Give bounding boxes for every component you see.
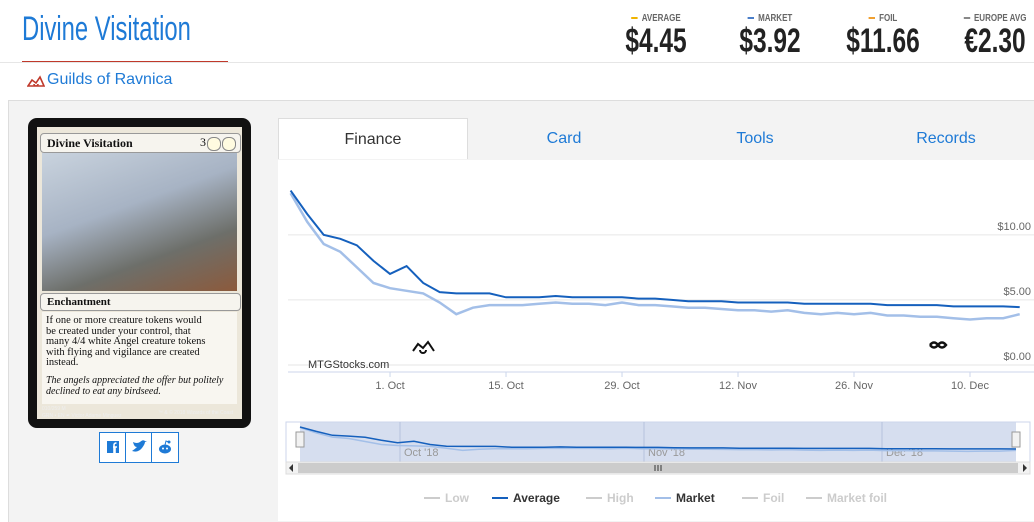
twitter-icon (132, 440, 147, 452)
event-flag (412, 340, 435, 354)
share-twitter[interactable] (125, 432, 153, 463)
price-label: FOIL (835, 13, 931, 24)
price-label: EUROPE AVG (947, 13, 1034, 24)
flavor-line: The angels appreciated the offer but pol… (46, 375, 224, 386)
price-value: $11.66 (846, 22, 920, 60)
legend-label[interactable]: Market foil (827, 491, 887, 505)
legend-label[interactable]: Average (513, 491, 560, 505)
title-underline (22, 61, 228, 62)
tab[interactable]: Card (546, 130, 582, 147)
copyright: ™ & © 2018 Wizards of the Coast (158, 410, 234, 416)
scroll-right[interactable] (1023, 464, 1027, 472)
share-reddit[interactable] (151, 432, 179, 463)
text-box: If one or more creature tokens would be c… (42, 312, 237, 404)
card-type: Enchantment (47, 296, 111, 308)
x-tick-label: 29. Oct (604, 380, 639, 392)
price-value: $3.92 (739, 22, 801, 60)
y-tick-label: $10.00 (997, 221, 1031, 233)
navigator-line (299, 426, 1017, 450)
type-line: Enchantment (40, 293, 241, 311)
x-tick-label: 10. Dec (951, 380, 989, 392)
divider (0, 62, 1034, 63)
x-tick-label: 1. Oct (375, 380, 404, 392)
card-name-bar: Divine Visitation 3 (40, 133, 241, 153)
tab[interactable]: Records (916, 130, 976, 147)
rules-line: with flying and vigilance are created (46, 346, 200, 358)
legend-label[interactable]: Low (445, 491, 470, 505)
price-label-text: AVERAGE (641, 13, 681, 24)
legend-label[interactable]: Market (676, 491, 715, 505)
price-value: €2.30 (964, 22, 1026, 60)
navigator-handle[interactable] (1011, 431, 1021, 448)
price-dash (747, 17, 755, 20)
rules-line: be created under your control, that (46, 325, 191, 337)
navigator-label: Nov '18 (648, 447, 685, 459)
legend-label[interactable]: Foil (763, 491, 784, 505)
x-tick-label: 26. Nov (835, 380, 873, 392)
mana-symbol (207, 137, 221, 151)
rules-line: instead. (46, 357, 79, 368)
mana-symbol (222, 137, 236, 151)
price-dash (631, 17, 638, 20)
x-tick-label: 15. Oct (488, 380, 523, 392)
price-label-text: MARKET (758, 13, 793, 24)
price-dash (963, 17, 970, 20)
rules-line: many 4/4 white Angel creature tokens (46, 336, 206, 347)
card-name: Divine Visitation (47, 136, 133, 150)
price-label: AVERAGE (608, 13, 704, 24)
rules-text: If one or more creature tokens would be c… (46, 315, 206, 369)
card-image: Divine Visitation 3 Enchantment If one o… (28, 118, 251, 428)
tab[interactable]: Tools (736, 130, 774, 147)
share-facebook[interactable] (99, 432, 127, 463)
navigator-label: Oct '18 (404, 447, 439, 459)
price-label-text: EUROPE AVG (973, 13, 1027, 24)
collector-number: 010/259 M (42, 406, 66, 412)
facebook-icon (107, 441, 119, 453)
event-flag (929, 341, 948, 349)
set-icon (27, 75, 45, 87)
x-tick-label: 12. Nov (719, 380, 757, 392)
legend-label[interactable]: High (607, 491, 634, 505)
tab[interactable]: Finance (278, 118, 468, 159)
y-tick-label: $0.00 (1003, 351, 1031, 363)
series-line (289, 192, 1020, 321)
price-value: $4.45 (625, 22, 687, 60)
artist: GRN • EN ✒ Victor Adame Minguez (42, 413, 122, 419)
price-dash (868, 17, 876, 20)
scroll-left[interactable] (289, 464, 293, 472)
y-tick-label: $5.00 (1003, 286, 1031, 298)
chart-credit: MTGStocks.com (308, 359, 389, 371)
scrollbar-grip (654, 465, 662, 471)
flavor-text: The angels appreciated the offer but pol… (46, 375, 224, 397)
price-label-text: FOIL (879, 13, 898, 24)
flavor-line: declined to eat any birdseed. (46, 385, 161, 397)
rules-line: If one or more creature tokens would (46, 315, 202, 326)
card-title: Divine Visitation (22, 10, 191, 48)
series-line (289, 190, 1020, 309)
price-label: MARKET (722, 13, 818, 24)
card-art (42, 153, 237, 291)
navigator-line (299, 426, 1017, 453)
set-link[interactable]: Guilds of Ravnica (47, 71, 173, 88)
navigator-handle[interactable] (295, 431, 305, 448)
reddit-icon (159, 440, 171, 454)
mana-cost: 3 (200, 135, 206, 149)
